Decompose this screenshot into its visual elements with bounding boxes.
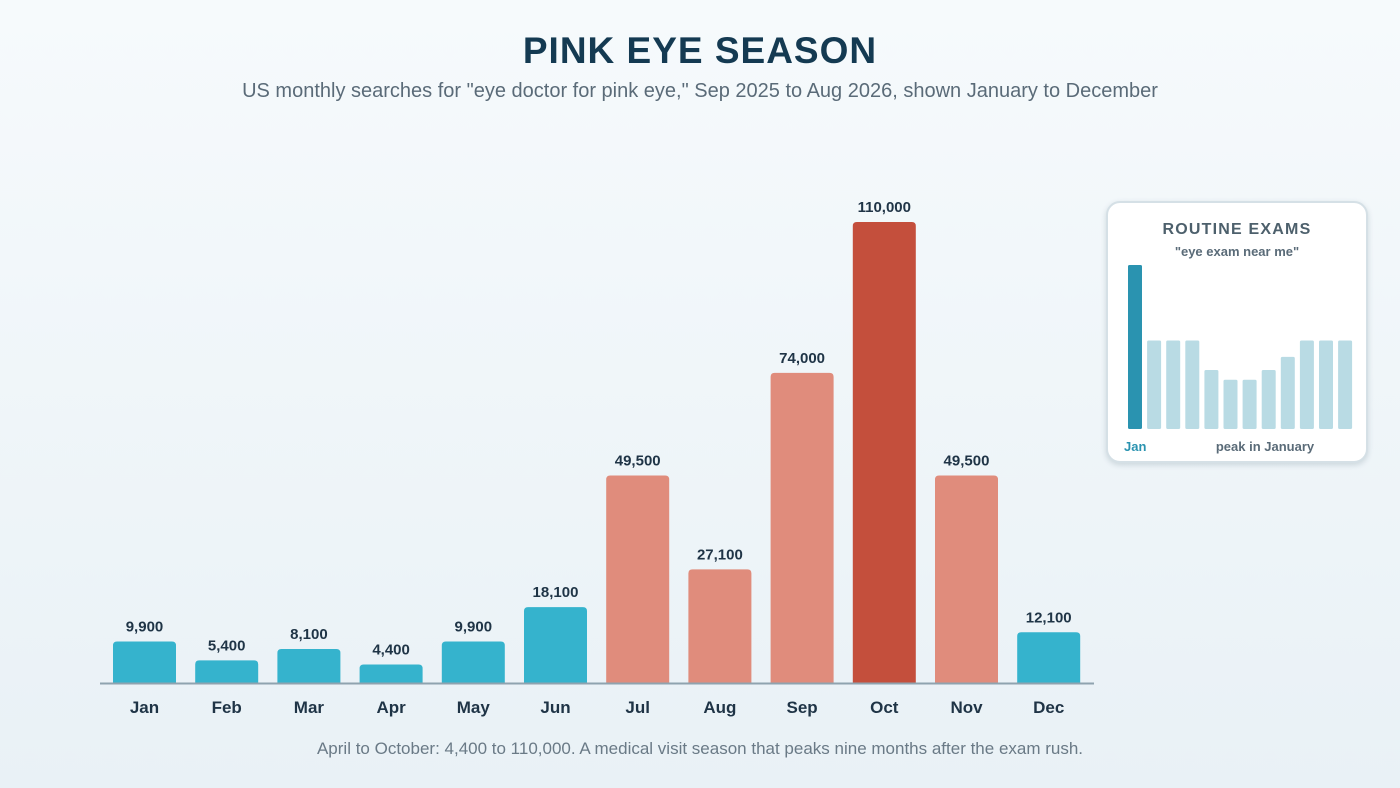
bar-apr xyxy=(359,664,423,683)
value-label-nov: 49,500 xyxy=(944,453,990,470)
inset-bar-chart xyxy=(1128,265,1353,429)
tick-label-mar: Mar xyxy=(294,698,325,717)
inset-bar-aug xyxy=(1261,369,1276,429)
chart-subtitle: US monthly searches for "eye doctor for … xyxy=(242,80,1158,102)
value-label-may: 9,900 xyxy=(455,619,493,636)
value-label-mar: 8,100 xyxy=(290,626,328,643)
inset-bar-jun xyxy=(1223,379,1238,429)
inset-axis-start-label: Jan xyxy=(1124,439,1147,454)
bar-dec xyxy=(1017,632,1081,683)
inset-bar-sep xyxy=(1280,356,1295,429)
bar-mar xyxy=(277,649,341,683)
value-label-sep: 74,000 xyxy=(779,350,825,367)
tick-label-jan: Jan xyxy=(130,698,159,717)
inset-title: ROUTINE EXAMS xyxy=(1162,221,1312,238)
bar-feb xyxy=(195,660,259,683)
tick-label-feb: Feb xyxy=(212,698,242,717)
value-label-apr: 4,400 xyxy=(372,642,410,659)
value-label-jul: 49,500 xyxy=(615,453,661,470)
tick-label-oct: Oct xyxy=(870,698,899,717)
bar-oct xyxy=(852,222,916,683)
inset-bar-nov xyxy=(1319,340,1333,429)
tick-label-apr: Apr xyxy=(376,698,406,717)
tick-label-aug: Aug xyxy=(703,698,736,717)
bar-aug xyxy=(688,569,752,683)
inset-bar-jul xyxy=(1242,379,1257,429)
inset-bar-may xyxy=(1204,369,1219,429)
bar-may xyxy=(441,641,505,683)
value-label-jun: 18,100 xyxy=(533,584,579,601)
bar-sep xyxy=(770,372,834,683)
inset-bar-apr xyxy=(1185,340,1200,429)
inset-bar-mar xyxy=(1166,340,1181,429)
tick-label-jun: Jun xyxy=(540,698,570,717)
bar-jun xyxy=(524,607,587,683)
tick-label-may: May xyxy=(457,698,491,717)
value-label-feb: 5,400 xyxy=(208,637,246,654)
tick-label-nov: Nov xyxy=(950,698,983,717)
bar-jan xyxy=(113,641,176,683)
inset-bar-dec xyxy=(1338,340,1353,429)
tick-label-dec: Dec xyxy=(1033,698,1064,717)
bar-nov xyxy=(935,475,998,683)
inset-subtitle: "eye exam near me" xyxy=(1174,244,1300,259)
value-label-jan: 9,900 xyxy=(126,619,164,636)
inset-bar-oct xyxy=(1299,340,1314,429)
inset-bar-jan xyxy=(1128,265,1142,429)
value-label-oct: 110,000 xyxy=(858,199,911,216)
inset-bar-feb xyxy=(1147,340,1162,429)
tick-label-jul: Jul xyxy=(625,698,650,717)
inset-peak-note: peak in January xyxy=(1215,439,1315,454)
tick-label-sep: Sep xyxy=(787,698,818,717)
value-label-dec: 12,100 xyxy=(1026,609,1072,626)
chart-title: PINK EYE SEASON xyxy=(522,30,878,71)
value-label-aug: 27,100 xyxy=(697,546,743,563)
bar-jul xyxy=(606,475,670,683)
chart-footnote: April to October: 4,400 to 110,000. A me… xyxy=(316,739,1084,758)
routine-exams-inset: ROUTINE EXAMS "eye exam near me" Jan pea… xyxy=(1106,201,1368,463)
